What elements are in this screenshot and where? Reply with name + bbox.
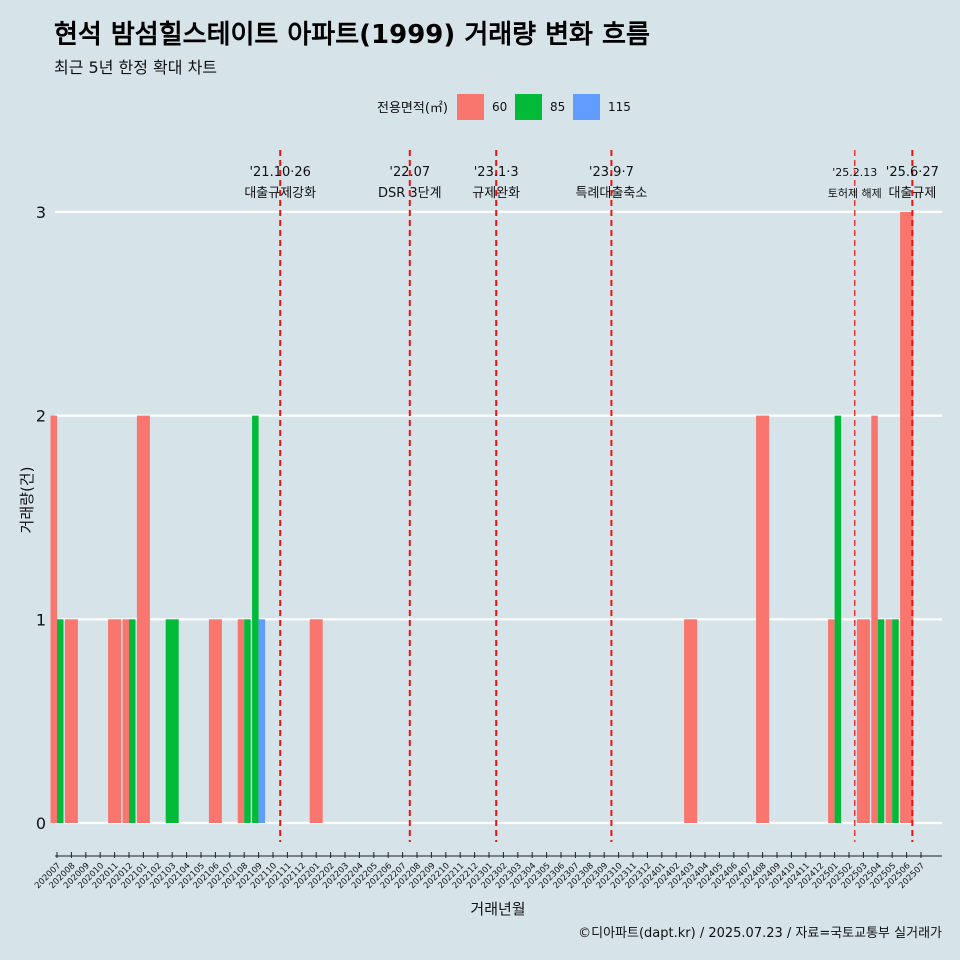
annotation-label: 특례대출축소 bbox=[576, 186, 648, 201]
bar-202101-60 bbox=[136, 415, 150, 823]
annotation-label: 대출규제강화 bbox=[244, 186, 316, 201]
legend-title: 전용면적(㎡) bbox=[377, 101, 448, 116]
bar-202403-60 bbox=[684, 619, 698, 823]
y-gridlines bbox=[55, 210, 942, 825]
y-tick-label: 0 bbox=[36, 814, 46, 833]
bar-202408-60 bbox=[756, 415, 770, 823]
legend-swatch-60 bbox=[457, 94, 484, 120]
annotation-label: 대출규제 bbox=[888, 186, 936, 201]
bar-202505-60 bbox=[885, 619, 893, 823]
bar-202108-60 bbox=[237, 619, 245, 823]
y-axis-label: 거래량(건) bbox=[18, 467, 36, 534]
source-caption: ©디아파트(dapt.kr) / 2025.07.23 / 자료=국토교통부 실… bbox=[578, 926, 942, 941]
y-axis: 0 1 2 3 bbox=[36, 203, 46, 833]
legend-label-115: 115 bbox=[608, 100, 631, 114]
bar-202201-60 bbox=[309, 619, 323, 823]
legend-label-60: 60 bbox=[492, 100, 507, 114]
bar-202501-85 bbox=[834, 415, 842, 823]
bars bbox=[50, 211, 914, 823]
legend-swatch-115 bbox=[573, 94, 600, 120]
bar-202504-60 bbox=[871, 415, 878, 823]
legend-swatch-85 bbox=[515, 94, 542, 120]
bar-202505-85 bbox=[892, 619, 899, 823]
bar-202012-85 bbox=[129, 619, 136, 823]
annotation-date: '25.6·27 bbox=[886, 165, 939, 180]
bar-202007-85 bbox=[57, 619, 64, 823]
annotation-date: '25.2.13 bbox=[832, 166, 877, 179]
policy-annotations: '21.10·26 대출규제강화 '22.07 DSR 3단계 '23.1·3 규제완화 '… bbox=[244, 150, 939, 842]
bar-202106-60 bbox=[208, 619, 222, 823]
x-axis-label: 거래년월 bbox=[470, 900, 525, 918]
annotation-label: DSR 3단계 bbox=[378, 186, 442, 201]
bar-202012-60 bbox=[122, 619, 129, 823]
y-tick-label: 3 bbox=[36, 203, 46, 222]
bar-202103-85 bbox=[165, 619, 179, 823]
bar-202501-60 bbox=[828, 619, 835, 823]
bar-202008-60 bbox=[64, 619, 78, 823]
bar-202108-85 bbox=[244, 619, 251, 823]
annotation-date: '23.1·3 bbox=[474, 165, 519, 180]
annotation-date: '23.9·7 bbox=[589, 165, 634, 180]
bar-202007-60 bbox=[50, 415, 57, 823]
annotation-label: 규제완화 bbox=[472, 186, 520, 201]
bar-202011-60 bbox=[108, 619, 122, 823]
legend-label-85: 85 bbox=[550, 100, 565, 114]
annotation-label: 토허제 해제 bbox=[828, 186, 882, 200]
bar-202506-60 bbox=[900, 211, 914, 823]
annotation-date: '22.07 bbox=[389, 165, 430, 180]
bar-202503-60 bbox=[856, 619, 870, 823]
chart-subtitle: 최근 5년 한정 확대 차트 bbox=[54, 58, 218, 77]
y-tick-label: 2 bbox=[36, 407, 46, 426]
x-axis: 2020072020082020092020102020112020122021… bbox=[33, 852, 942, 891]
chart-title: 현석 밤섬힐스테이트 아파트(1999) 거래량 변화 흐름 bbox=[54, 20, 650, 50]
bar-202109-85 bbox=[252, 415, 259, 823]
annotation-date: '21.10·26 bbox=[249, 165, 310, 180]
bar-202109-115 bbox=[258, 619, 266, 823]
bar-202504-85 bbox=[877, 619, 885, 823]
y-tick-label: 1 bbox=[36, 610, 46, 629]
legend: 전용면적(㎡) 60 85 115 bbox=[377, 94, 631, 120]
